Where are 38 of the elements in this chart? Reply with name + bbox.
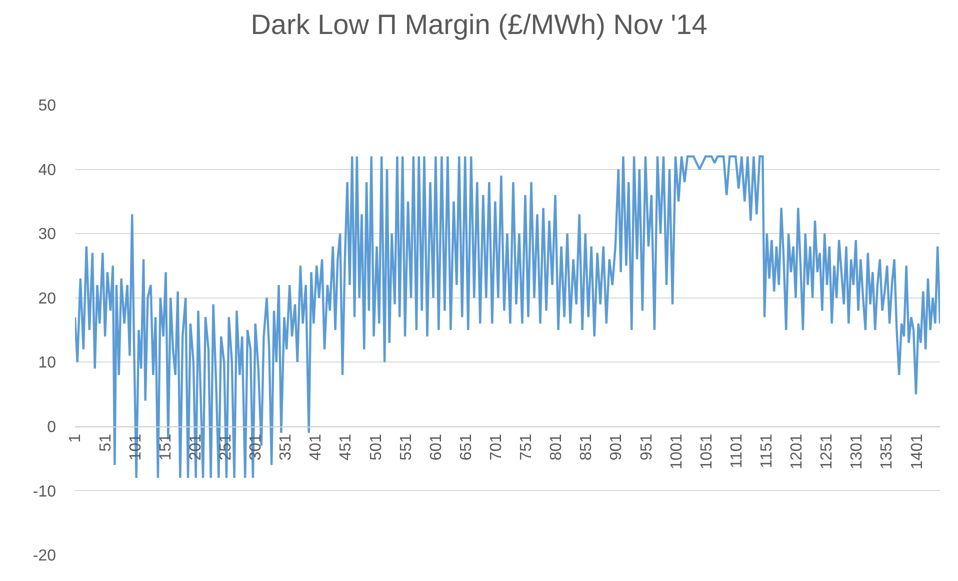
- x-tick-label: 1101: [728, 434, 746, 468]
- x-tick-label: 651: [458, 434, 475, 461]
- y-tick-label: 30: [38, 226, 56, 244]
- x-tick-label: 901: [608, 434, 626, 461]
- x-tick-label: 601: [428, 434, 445, 461]
- x-tick-label: 101: [127, 434, 144, 461]
- x-tick-label: 701: [488, 434, 505, 461]
- x-tick-label: 151: [157, 434, 174, 461]
- x-tick-label: 751: [518, 434, 536, 461]
- x-tick-label: 801: [548, 434, 566, 461]
- y-tick-label: -20: [32, 548, 56, 565]
- y-tick-label: -10: [32, 483, 56, 500]
- x-tick-label: 1001: [668, 434, 686, 470]
- y-tick-label: 40: [38, 162, 56, 179]
- x-tick-label: 951: [638, 434, 656, 461]
- x-tick-label: 1051: [698, 434, 716, 470]
- x-tick-label: 1201: [788, 434, 806, 470]
- y-tick-label: 0: [47, 419, 56, 436]
- x-tick-label: 1351: [878, 434, 896, 470]
- x-tick-label: 301: [248, 434, 265, 461]
- y-tick-label: 50: [38, 98, 56, 115]
- x-tick-label: 1401: [908, 434, 926, 470]
- y-tick-label: 20: [38, 290, 56, 308]
- y-tick-label: 10: [38, 354, 56, 372]
- x-tick-label: 1151: [758, 434, 776, 468]
- x-tick-label: 51: [97, 434, 114, 452]
- x-tick-label: 251: [217, 434, 234, 461]
- x-tick-label: 551: [398, 434, 415, 461]
- x-tick-label: 451: [338, 434, 355, 461]
- x-tick-label: 1301: [848, 434, 866, 470]
- chart-title: Dark Low Π Margin (£/MWh) Nov '14: [250, 9, 708, 40]
- x-tick-label: 201: [187, 434, 204, 461]
- x-tick-label: 851: [578, 434, 596, 461]
- x-tick-label: 1251: [818, 434, 836, 470]
- x-tick-label: 351: [278, 434, 295, 461]
- x-tick-label: 501: [368, 434, 385, 461]
- x-tick-label: 1: [67, 434, 84, 443]
- x-tick-label: 401: [308, 434, 325, 461]
